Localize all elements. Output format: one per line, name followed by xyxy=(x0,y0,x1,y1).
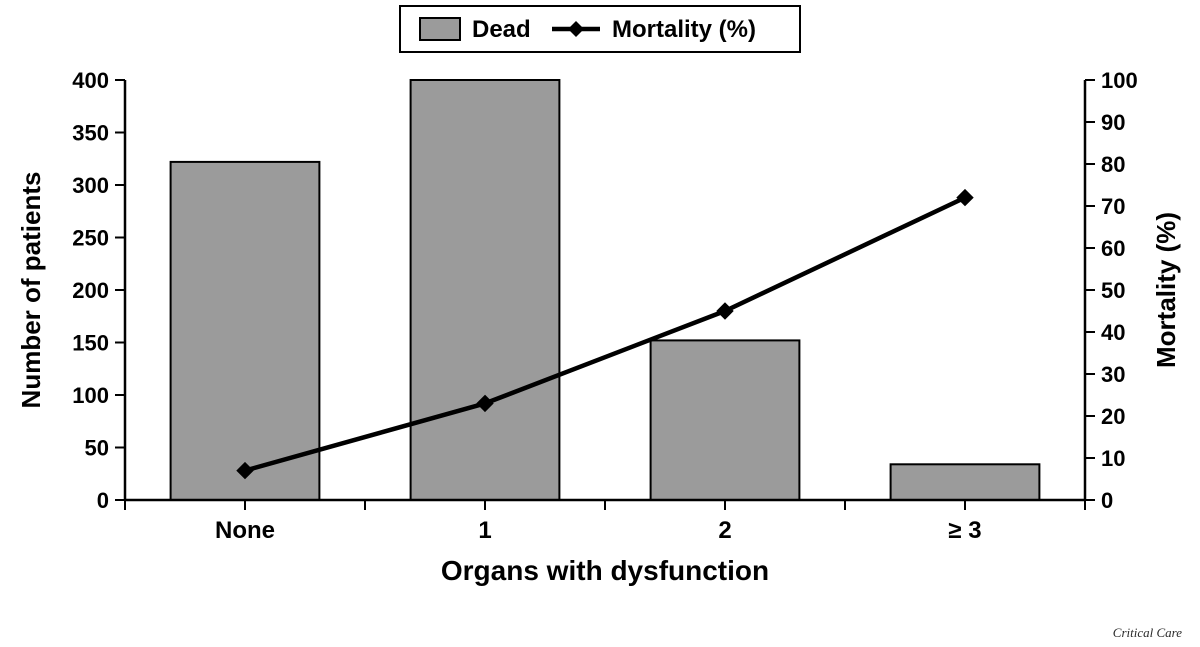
legend-bar-swatch xyxy=(420,18,460,40)
y-right-tick-label: 80 xyxy=(1101,152,1125,177)
x-tick-label: ≥ 3 xyxy=(948,517,981,544)
legend-line-label: Mortality (%) xyxy=(612,16,756,43)
y-left-tick-label: 200 xyxy=(72,278,109,303)
y-left-tick-label: 350 xyxy=(72,121,109,146)
x-tick-label: 2 xyxy=(718,517,731,544)
y-right-tick-label: 0 xyxy=(1101,488,1113,513)
x-tick-label: None xyxy=(215,517,275,544)
y-right-tick-label: 90 xyxy=(1101,110,1125,135)
y-left-tick-label: 300 xyxy=(72,173,109,198)
legend-bar-label: Dead xyxy=(472,16,531,43)
x-axis-title: Organs with dysfunction xyxy=(441,555,769,586)
x-tick-label: 1 xyxy=(478,517,491,544)
y-right-tick-label: 30 xyxy=(1101,362,1125,387)
y-right-tick-label: 100 xyxy=(1101,68,1138,93)
y-right-title: Mortality (%) xyxy=(1151,212,1181,368)
chart-container: 0 50 100 150 200 250 300 350 400 0 10 20 30 40 50 60 70 8… xyxy=(0,0,1200,647)
y-right-tick-label: 60 xyxy=(1101,236,1125,261)
bar xyxy=(651,340,800,500)
y-right-tick-label: 10 xyxy=(1101,446,1125,471)
y-left-tick-label: 0 xyxy=(97,488,109,513)
y-right-tick-label: 50 xyxy=(1101,278,1125,303)
chart-svg: 0 50 100 150 200 250 300 350 400 0 10 20 30 40 50 60 70 8… xyxy=(0,0,1200,647)
bar xyxy=(411,80,560,500)
y-left-tick-label: 50 xyxy=(85,436,109,461)
y-left-tick-label: 100 xyxy=(72,383,109,408)
bar xyxy=(891,464,1040,500)
watermark: Critical Care xyxy=(1113,625,1182,641)
y-right-tick-label: 20 xyxy=(1101,404,1125,429)
y-left-tick-label: 150 xyxy=(72,331,109,356)
y-right-tick-label: 40 xyxy=(1101,320,1125,345)
y-left-title: Number of patients xyxy=(16,172,46,409)
y-left-tick-label: 250 xyxy=(72,226,109,251)
bar xyxy=(171,162,320,500)
y-left-tick-label: 400 xyxy=(72,68,109,93)
y-right-tick-label: 70 xyxy=(1101,194,1125,219)
